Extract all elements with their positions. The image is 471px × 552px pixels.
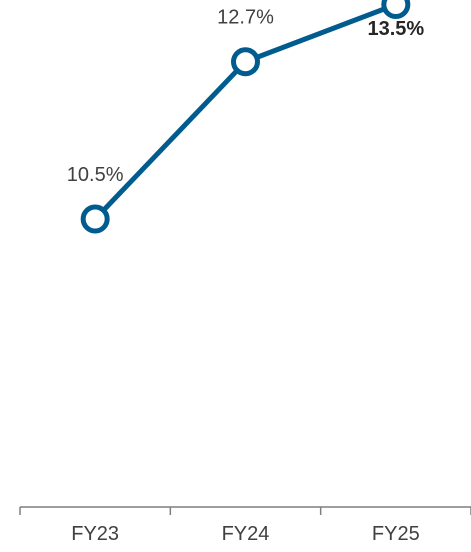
x-tick-label-fy24: FY24 xyxy=(222,523,270,545)
x-tick-labels: FY23 FY24 FY25 xyxy=(71,523,419,545)
x-tick-label-fy25: FY25 xyxy=(372,523,420,545)
data-label-fy23: 10.5% xyxy=(67,164,124,186)
data-labels: 10.5% 12.7% 13.5% xyxy=(67,7,425,186)
data-point-fy23 xyxy=(80,204,110,234)
data-label-fy24: 12.7% xyxy=(217,7,274,29)
data-point-fy24 xyxy=(231,47,260,77)
x-axis xyxy=(19,506,471,515)
data-label-fy25: 13.5% xyxy=(367,18,424,40)
data-points xyxy=(80,0,411,234)
series-line-group xyxy=(92,2,399,222)
x-tick-label-fy23: FY23 xyxy=(71,523,119,545)
series-line xyxy=(92,2,399,222)
data-point-fy25 xyxy=(381,0,411,19)
